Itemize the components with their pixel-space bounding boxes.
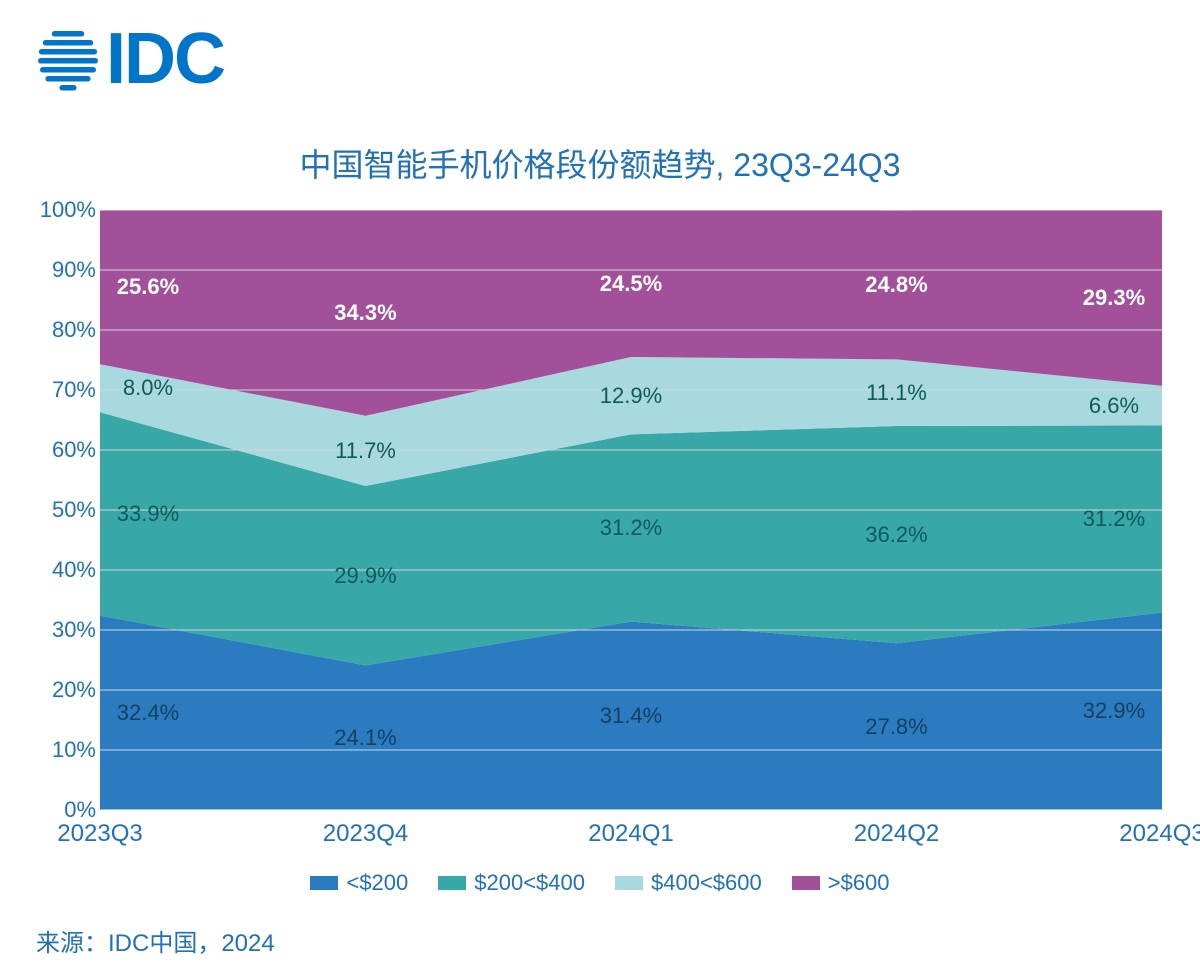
legend-label: >$600 xyxy=(828,870,890,896)
data-label: 34.3% xyxy=(334,300,396,326)
x-tick-label: 2024Q3 xyxy=(1119,820,1200,848)
data-label: 12.9% xyxy=(600,383,662,409)
y-tick-label: 60% xyxy=(36,437,96,463)
globe-icon xyxy=(36,27,100,91)
legend-label: $200<$400 xyxy=(474,870,585,896)
y-tick-label: 100% xyxy=(36,197,96,223)
y-tick-label: 30% xyxy=(36,617,96,643)
data-label: 27.8% xyxy=(865,714,927,740)
y-axis: 0%10%20%30%40%50%60%70%80%90%100% xyxy=(36,210,96,810)
data-label: 33.9% xyxy=(117,501,179,527)
y-tick-label: 50% xyxy=(36,497,96,523)
y-tick-label: 20% xyxy=(36,677,96,703)
y-tick-label: 70% xyxy=(36,377,96,403)
source-text: 来源：IDC中国，2024 xyxy=(36,923,275,958)
x-tick-label: 2023Q3 xyxy=(57,820,142,848)
legend-swatch xyxy=(615,876,643,890)
data-label: 29.3% xyxy=(1083,285,1145,311)
data-label: 29.9% xyxy=(334,563,396,589)
legend-item-gt600: >$600 xyxy=(792,870,890,896)
legend-item-400_600: $400<$600 xyxy=(615,870,762,896)
x-tick-label: 2024Q2 xyxy=(854,820,939,848)
data-label: 32.4% xyxy=(117,700,179,726)
legend-swatch xyxy=(310,876,338,890)
legend: <$200 $200<$400 $400<$600 >$600 xyxy=(0,870,1200,896)
data-label: 25.6% xyxy=(117,274,179,300)
legend-swatch xyxy=(792,876,820,890)
data-label: 31.2% xyxy=(1083,506,1145,532)
data-label: 31.2% xyxy=(600,515,662,541)
y-tick-label: 80% xyxy=(36,317,96,343)
data-label: 24.1% xyxy=(334,725,396,751)
idc-logo: IDC xyxy=(36,18,224,100)
y-tick-label: 40% xyxy=(36,557,96,583)
data-label: 11.7% xyxy=(335,438,396,464)
x-tick-label: 2023Q4 xyxy=(323,820,408,848)
data-label: 31.4% xyxy=(600,703,662,729)
data-label: 11.1% xyxy=(866,380,927,406)
legend-item-lt200: <$200 xyxy=(310,870,408,896)
legend-label: $400<$600 xyxy=(651,870,762,896)
data-label: 36.2% xyxy=(865,522,927,548)
plot-area: 32.4% 24.1% 31.4% 27.8% 32.9% 33.9% 29.9% 31.2%… xyxy=(100,210,1162,810)
data-label: 8.0% xyxy=(123,375,173,401)
data-label: 24.5% xyxy=(600,271,662,297)
x-axis: 2023Q32023Q42024Q12024Q22024Q3 xyxy=(100,820,1162,860)
x-tick-label: 2024Q1 xyxy=(588,820,673,848)
chart-title: 中国智能手机价格段份额趋势, 23Q3-24Q3 xyxy=(0,140,1200,186)
y-tick-label: 90% xyxy=(36,257,96,283)
data-label: 6.6% xyxy=(1089,393,1139,419)
legend-item-200_400: $200<$400 xyxy=(438,870,585,896)
legend-label: <$200 xyxy=(346,870,408,896)
logo-text: IDC xyxy=(106,18,224,100)
y-tick-label: 10% xyxy=(36,737,96,763)
legend-swatch xyxy=(438,876,466,890)
data-label: 32.9% xyxy=(1083,698,1145,724)
data-label: 24.8% xyxy=(865,272,927,298)
